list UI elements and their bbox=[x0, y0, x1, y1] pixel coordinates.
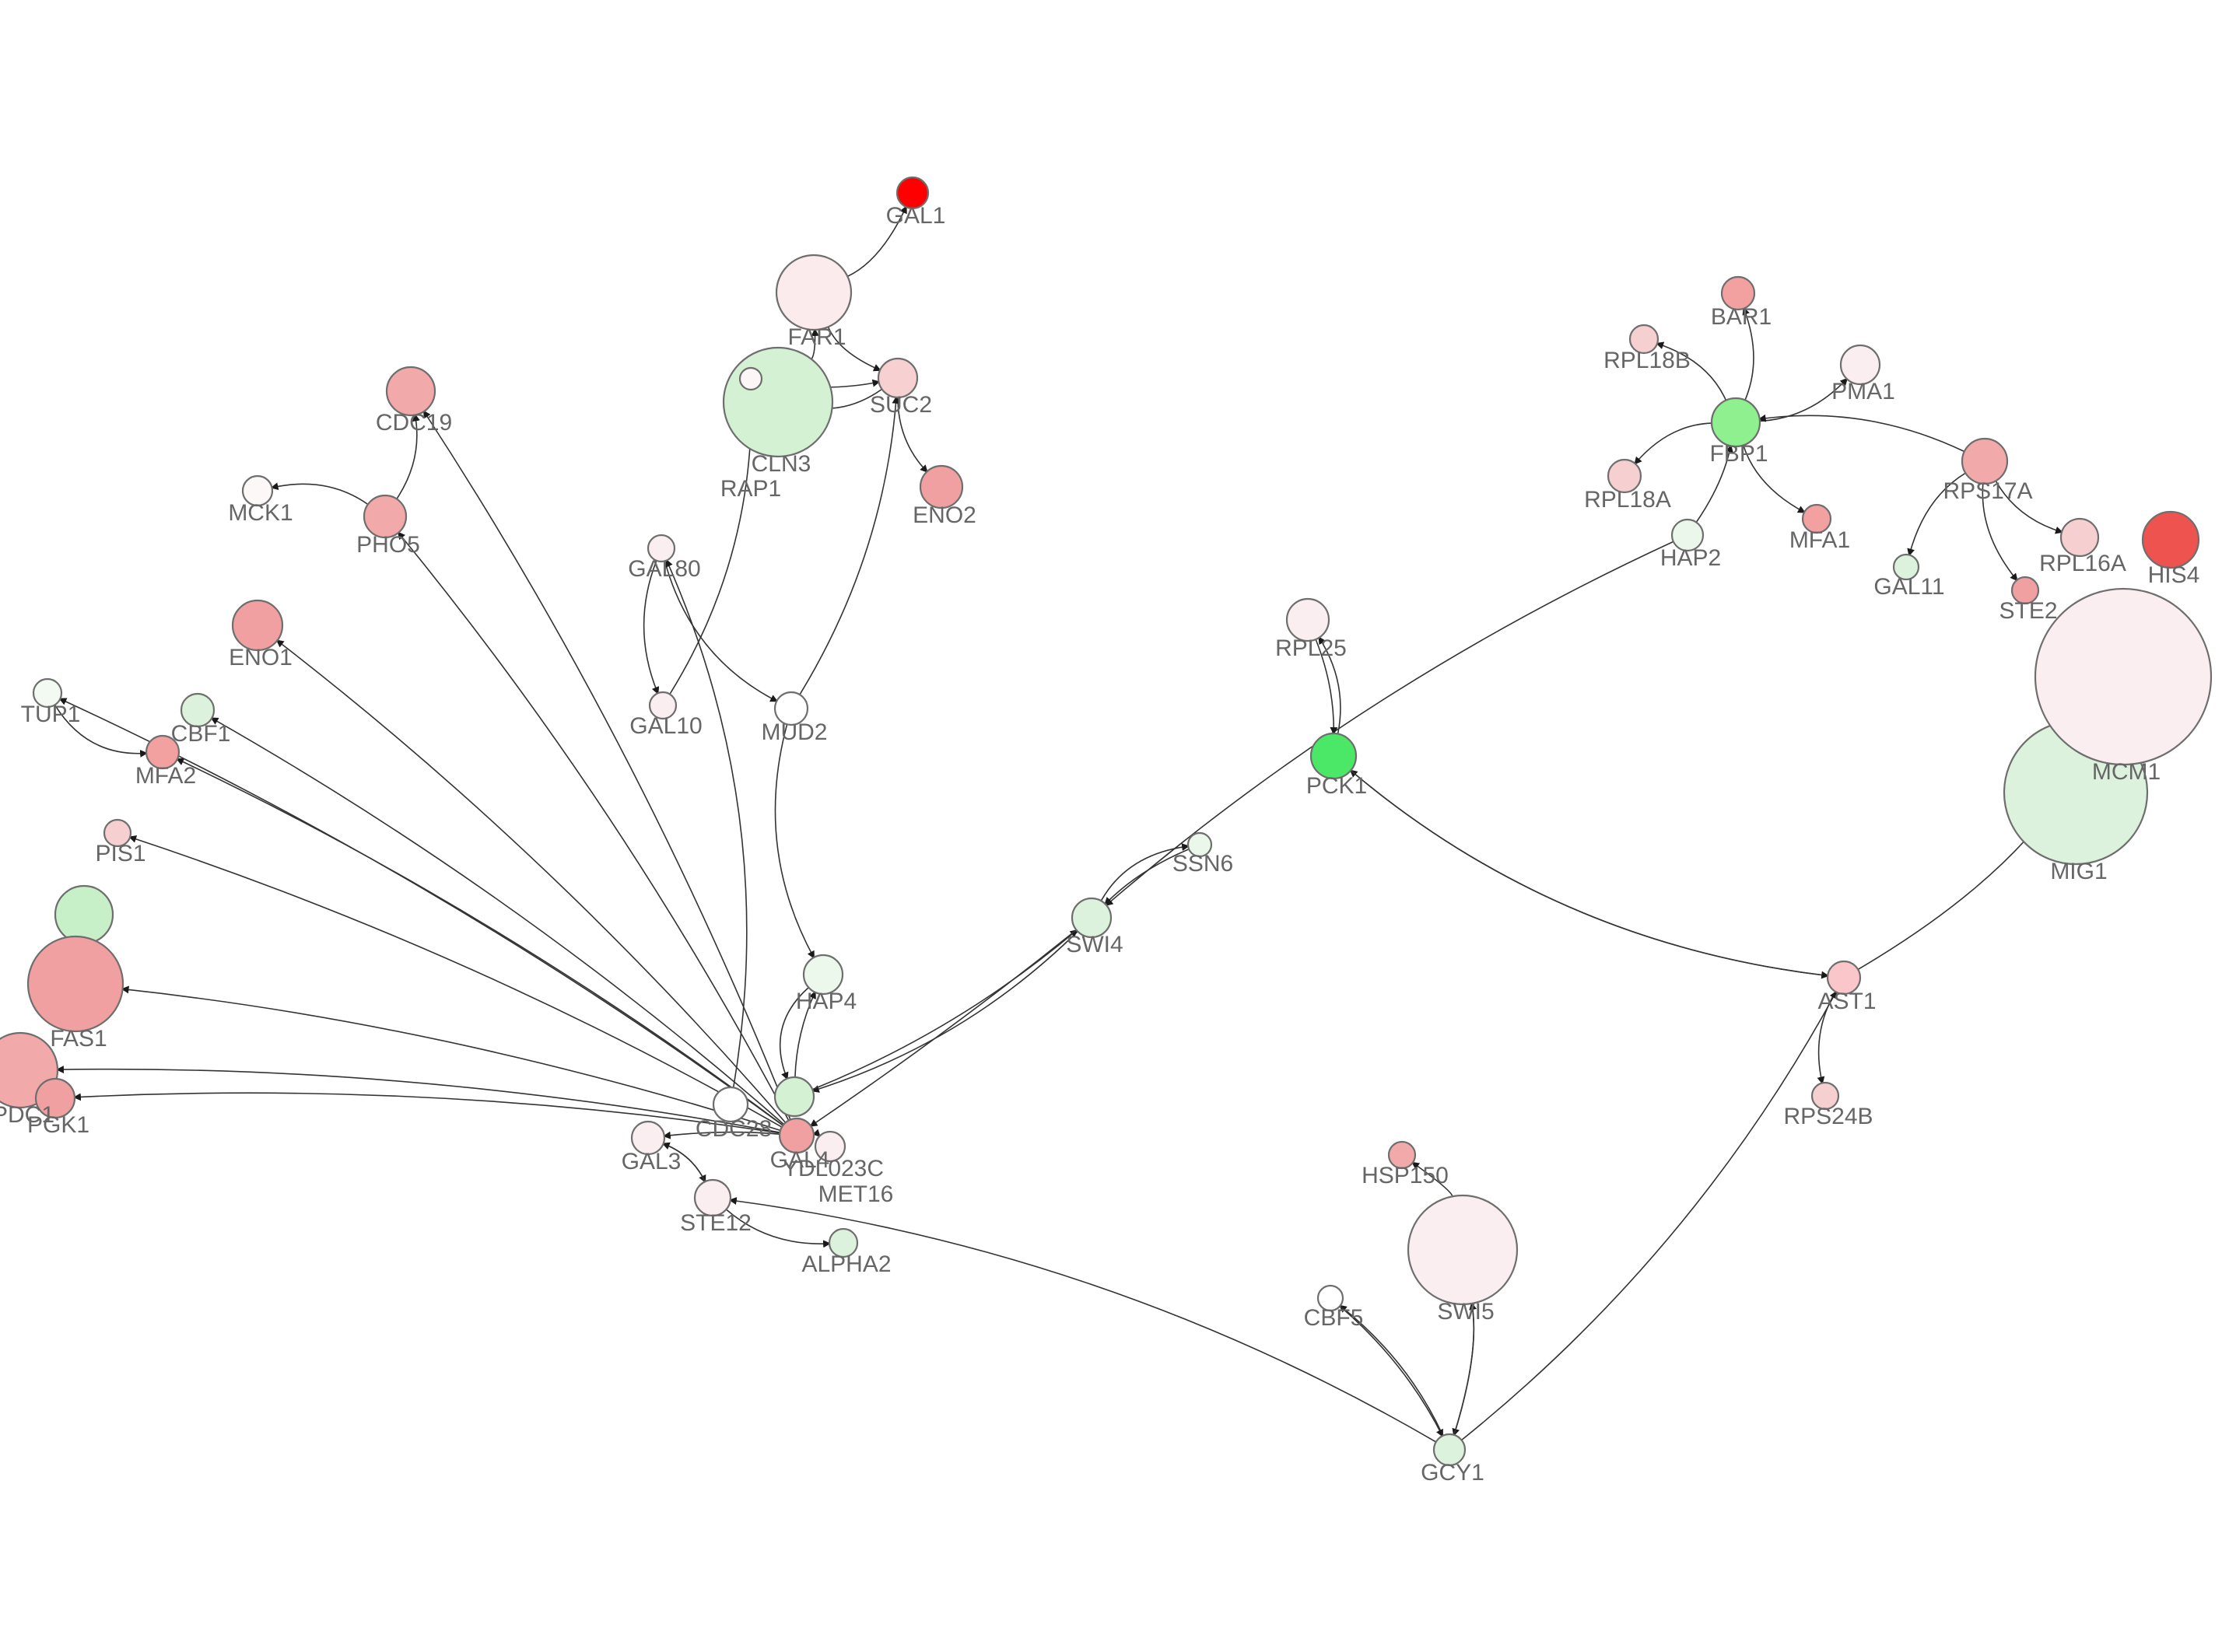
svg-text:MCM1: MCM1 bbox=[2092, 759, 2161, 785]
svg-text:RPL18B: RPL18B bbox=[1603, 348, 1691, 373]
svg-text:MFA1: MFA1 bbox=[1789, 527, 1850, 553]
svg-text:HAP2: HAP2 bbox=[1660, 545, 1721, 571]
svg-text:ENO1: ENO1 bbox=[229, 645, 293, 670]
svg-text:MFA2: MFA2 bbox=[135, 763, 196, 789]
svg-text:MIG1: MIG1 bbox=[2050, 859, 2107, 884]
svg-text:RPL16A: RPL16A bbox=[2039, 551, 2126, 576]
svg-text:MET16: MET16 bbox=[818, 1181, 894, 1207]
svg-text:GAL11: GAL11 bbox=[1873, 574, 1944, 600]
svg-text:PCK1: PCK1 bbox=[1306, 773, 1367, 799]
svg-text:SUC2: SUC2 bbox=[870, 392, 932, 418]
svg-text:HSP150: HSP150 bbox=[1362, 1163, 1449, 1188]
svg-text:PHO5: PHO5 bbox=[356, 532, 420, 558]
svg-text:PMA1: PMA1 bbox=[1831, 379, 1895, 404]
svg-text:BAR1: BAR1 bbox=[1711, 304, 1772, 330]
svg-text:SWI5: SWI5 bbox=[1437, 1299, 1494, 1325]
svg-text:MUD2: MUD2 bbox=[761, 719, 827, 745]
svg-text:CBF1: CBF1 bbox=[171, 721, 231, 747]
svg-text:RPL18A: RPL18A bbox=[1584, 487, 1671, 513]
svg-text:GAL80: GAL80 bbox=[628, 556, 700, 582]
svg-text:FAR1: FAR1 bbox=[787, 324, 846, 350]
svg-text:RPL25: RPL25 bbox=[1275, 635, 1347, 661]
svg-text:STE12: STE12 bbox=[680, 1210, 752, 1236]
svg-text:GAL1: GAL1 bbox=[886, 203, 946, 229]
svg-text:RAP1: RAP1 bbox=[720, 476, 781, 502]
svg-text:SWI4: SWI4 bbox=[1066, 932, 1123, 957]
svg-text:FBP1: FBP1 bbox=[1709, 441, 1768, 467]
svg-text:CLN3: CLN3 bbox=[752, 451, 811, 477]
svg-text:GAL10: GAL10 bbox=[629, 713, 702, 739]
svg-text:STE2: STE2 bbox=[1999, 598, 2057, 624]
svg-text:GCY1: GCY1 bbox=[1421, 1460, 1484, 1486]
svg-text:FAS1: FAS1 bbox=[50, 1026, 107, 1052]
svg-text:CDC19: CDC19 bbox=[376, 410, 452, 436]
svg-text:RPS24B: RPS24B bbox=[1783, 1104, 1873, 1129]
svg-text:ALPHA2: ALPHA2 bbox=[801, 1251, 891, 1277]
svg-text:ENO2: ENO2 bbox=[913, 502, 976, 528]
svg-text:MCK1: MCK1 bbox=[228, 500, 293, 526]
svg-text:TUP1: TUP1 bbox=[21, 702, 81, 727]
svg-text:PGK1: PGK1 bbox=[27, 1112, 89, 1138]
svg-text:SSN6: SSN6 bbox=[1172, 851, 1233, 877]
svg-text:CDC28: CDC28 bbox=[696, 1116, 772, 1142]
svg-text:HIS4: HIS4 bbox=[2148, 562, 2200, 588]
svg-text:CBF5: CBF5 bbox=[1304, 1305, 1364, 1331]
svg-text:PIS1: PIS1 bbox=[95, 841, 145, 866]
svg-text:GAL3: GAL3 bbox=[622, 1149, 682, 1174]
svg-text:AST1: AST1 bbox=[1817, 989, 1876, 1014]
svg-text:RPS17A: RPS17A bbox=[1943, 478, 2032, 504]
svg-text:YDL023C: YDL023C bbox=[783, 1156, 884, 1181]
svg-text:HAP4: HAP4 bbox=[796, 989, 857, 1014]
